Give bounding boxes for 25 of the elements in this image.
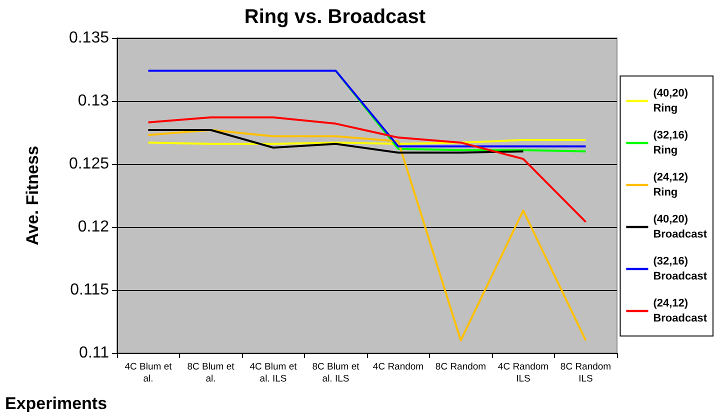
y-tick-label: 0.135 (68, 30, 110, 46)
x-tick-label: 8C Random (435, 362, 486, 372)
chart-title: Ring vs. Broadcast (244, 6, 426, 28)
y-tick-label: 0.115 (70, 282, 110, 298)
y-tick-label: 0.12 (78, 218, 110, 236)
y-tick-label: 0.11 (79, 344, 110, 362)
y-tick-label: 0.125 (68, 156, 110, 172)
legend-label: (24,12) Broadcast (653, 298, 708, 324)
legend-label: (40,20) Ring (653, 88, 688, 114)
legend-label: (24,12) Ring (653, 172, 688, 198)
y-axis-title: Ave. Fitness (23, 146, 42, 246)
x-tick-label: 4C Random ILS (498, 362, 549, 384)
line-series (147, 128, 587, 342)
x-tick-label: 8C Blum et al. (187, 362, 235, 384)
legend-label: (40,20) Broadcast (653, 214, 708, 240)
legend-label: (32,16) Broadcast (653, 256, 708, 282)
line-series (147, 116, 587, 223)
x-tick-label: 4C Blum et al. (124, 362, 172, 384)
x-tick-label: 4C Blum et al. ILS (250, 362, 298, 384)
legend-label: (32,16) Ring (653, 130, 688, 156)
x-tick-label: 8C Blum et al. ILS (312, 362, 360, 384)
x-tick-label: 8C Random ILS (560, 362, 612, 384)
y-tick-label: 0.13 (78, 92, 110, 110)
x-tick-label: 4C Random (372, 362, 424, 372)
line-series (147, 128, 524, 154)
